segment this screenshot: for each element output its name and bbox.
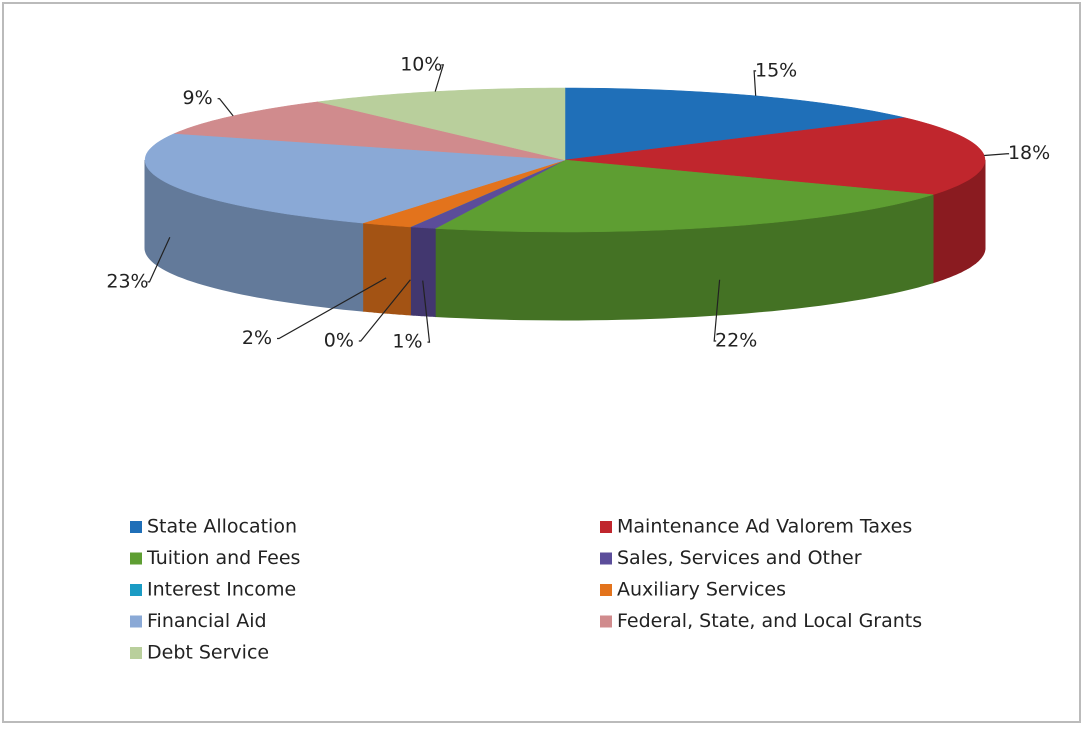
data-label: 10%: [400, 53, 442, 75]
legend-label: Auxiliary Services: [617, 579, 786, 601]
legend-label: Sales, Services and Other: [617, 547, 862, 569]
leader-line: [713, 279, 721, 342]
slice: [362, 159, 566, 228]
legend-label: Debt Service: [147, 642, 269, 664]
legend-swatch: [130, 615, 142, 628]
leader-line: [147, 236, 171, 283]
legend-label: Financial Aid: [147, 610, 267, 632]
legend-label: Tuition and Fees: [146, 547, 300, 569]
slice: [174, 101, 566, 161]
slice-side: [409, 226, 436, 318]
legend-swatch: [600, 521, 612, 533]
data-label: 9%: [182, 87, 212, 109]
legend-swatch: [130, 552, 142, 565]
data-label: 23%: [106, 270, 148, 292]
data-label: 22%: [715, 329, 757, 351]
data-label: 15%: [755, 59, 797, 81]
legend-label: Maintenance Ad Valorem Taxes: [617, 516, 912, 538]
slice: [144, 133, 566, 224]
legend-swatch: [600, 552, 612, 565]
data-label: 18%: [1008, 142, 1050, 164]
legend-label: Federal, State, and Local Grants: [617, 610, 922, 632]
legend-swatch: [130, 521, 142, 533]
slice: [434, 159, 934, 233]
leader-line: [434, 64, 445, 92]
slice-side: [362, 222, 412, 316]
leader-line: [217, 98, 234, 117]
data-label: 2%: [242, 327, 272, 349]
data-label: 1%: [392, 331, 422, 353]
leader-line: [753, 70, 757, 96]
legend-label: State Allocation: [147, 516, 297, 538]
data-label: 0%: [324, 329, 354, 351]
slice: [409, 159, 566, 229]
leader-line: [358, 279, 411, 342]
leader-line: [984, 153, 1010, 157]
legend-swatch: [130, 647, 142, 659]
legend-label: Interest Income: [147, 579, 296, 601]
leader-line: [277, 277, 387, 340]
leader-line: [422, 280, 431, 343]
legend-swatch: [600, 584, 612, 596]
legend-swatch: [130, 584, 142, 596]
legend-swatch: [600, 615, 612, 628]
